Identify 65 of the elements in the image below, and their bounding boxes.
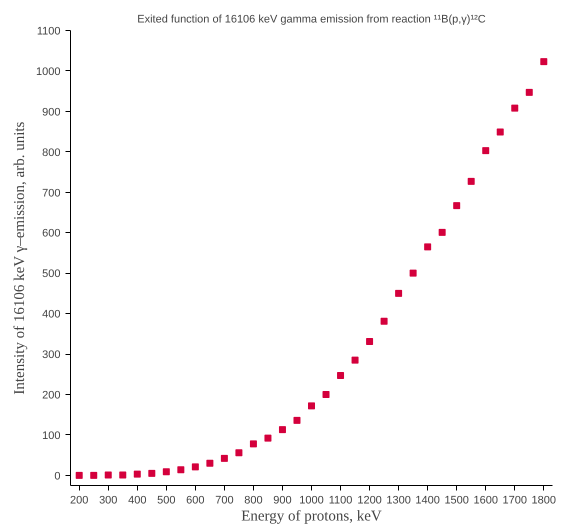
x-tick-label: 1800 <box>532 494 556 506</box>
y-tick-label: 1000 <box>36 66 61 78</box>
x-tick-label: 1700 <box>502 494 527 506</box>
y-tick-label: 700 <box>42 187 61 200</box>
x-tick-label: 1200 <box>357 494 382 506</box>
point <box>482 147 490 154</box>
point <box>162 468 170 476</box>
x-tick-label: 1500 <box>444 494 469 506</box>
point <box>322 391 330 398</box>
x-tick-label: 200 <box>70 494 88 506</box>
y-tick-label: 900 <box>42 106 61 118</box>
x-tick-label: 400 <box>128 494 146 506</box>
point <box>293 416 300 424</box>
point <box>134 470 141 478</box>
y-tick-label: 500 <box>42 268 61 280</box>
x-tick-label: 1100 <box>328 494 352 506</box>
y-tick-label: 1100 <box>36 26 60 38</box>
point <box>395 290 402 297</box>
point <box>308 402 315 410</box>
point <box>453 202 460 210</box>
point <box>496 128 504 136</box>
y-tick-label: 400 <box>42 308 61 321</box>
x-tick-label: 1000 <box>299 494 324 506</box>
point <box>104 471 112 478</box>
point <box>526 88 533 96</box>
point <box>90 472 98 479</box>
y-axis-title: Intensity of 16106 keV γ–emission, arb. units <box>12 121 28 395</box>
point <box>220 454 228 462</box>
point <box>540 58 548 66</box>
point <box>264 434 272 442</box>
point <box>468 178 475 185</box>
x-axis-title: Energy of protons, keV <box>241 508 382 524</box>
point <box>410 270 417 277</box>
x-tick-label: 800 <box>244 494 263 506</box>
x-tick-label: 700 <box>215 494 234 506</box>
point <box>235 449 242 456</box>
y-tick-label: 100 <box>42 430 61 442</box>
point <box>119 471 126 478</box>
point <box>192 463 199 470</box>
point <box>177 466 184 474</box>
y-tick-label: 800 <box>42 146 61 159</box>
x-tick-label: 1400 <box>415 494 440 506</box>
x-tick-label: 500 <box>157 494 176 506</box>
point <box>366 338 374 346</box>
x-tick-label: 300 <box>99 494 118 506</box>
point <box>424 243 432 250</box>
x-tick-label: 900 <box>273 494 292 506</box>
x-tick-label: 1300 <box>386 494 411 506</box>
point <box>76 472 83 479</box>
y-tick-label: 600 <box>42 228 61 240</box>
x-tick-label: 600 <box>186 494 205 506</box>
point <box>148 470 156 477</box>
point <box>206 460 214 467</box>
point <box>380 318 388 325</box>
point <box>438 228 446 236</box>
point <box>511 104 518 112</box>
point <box>250 440 257 448</box>
y-tick-label: 0 <box>54 470 61 482</box>
y-tick-label: 300 <box>42 349 61 362</box>
x-tick-label: 1600 <box>473 494 498 506</box>
y-tick-label: 200 <box>42 390 61 402</box>
point <box>337 372 344 379</box>
chart-title: Exited function of 16106 keV gamma emission from reaction ¹¹B(p,γ)¹²C <box>137 14 486 26</box>
point <box>278 426 286 434</box>
point <box>352 356 359 364</box>
